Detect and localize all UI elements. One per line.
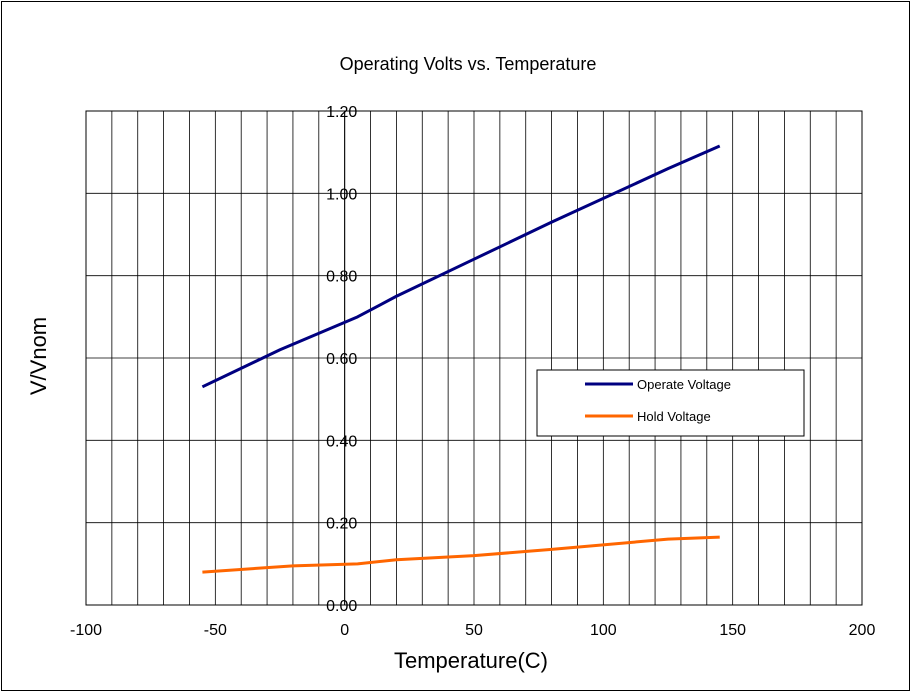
y-tick-label: 0.00 [326,598,357,615]
y-axis-label: V/Vnom [26,317,51,395]
x-tick-label: -100 [70,622,102,639]
x-tick-label: 50 [465,622,483,639]
legend-label-hold: Hold Voltage [637,409,711,424]
legend-box [536,369,805,437]
tick-labels: -100 -50 0 50 100 150 200 0.00 0.20 0.40 0.60 0.80 1… [70,104,875,639]
series-line-operate-voltage [201,144,721,389]
series-layer [201,144,721,574]
legend: Operate Voltage Hold Voltage [536,369,805,437]
x-tick-label: -50 [204,622,227,639]
y-tick-label: 0.80 [326,269,357,286]
x-tick-label: 100 [590,622,617,639]
x-tick-label: 0 [340,622,349,639]
y-tick-label: 0.40 [326,433,357,450]
x-tick-label: 200 [849,622,876,639]
y-tick-label: 0.20 [326,516,357,533]
chart-title: Operating Volts vs. Temperature [340,54,597,74]
y-tick-label: 1.00 [326,186,357,203]
y-tick-label: 0.60 [326,351,357,368]
axes [85,110,863,606]
legend-label-operate: Operate Voltage [637,377,731,392]
y-tick-label: 1.20 [326,104,357,121]
x-tick-label: 150 [719,622,746,639]
series-line-hold-voltage [202,535,720,574]
x-axis-label: Temperature(C) [394,648,548,673]
